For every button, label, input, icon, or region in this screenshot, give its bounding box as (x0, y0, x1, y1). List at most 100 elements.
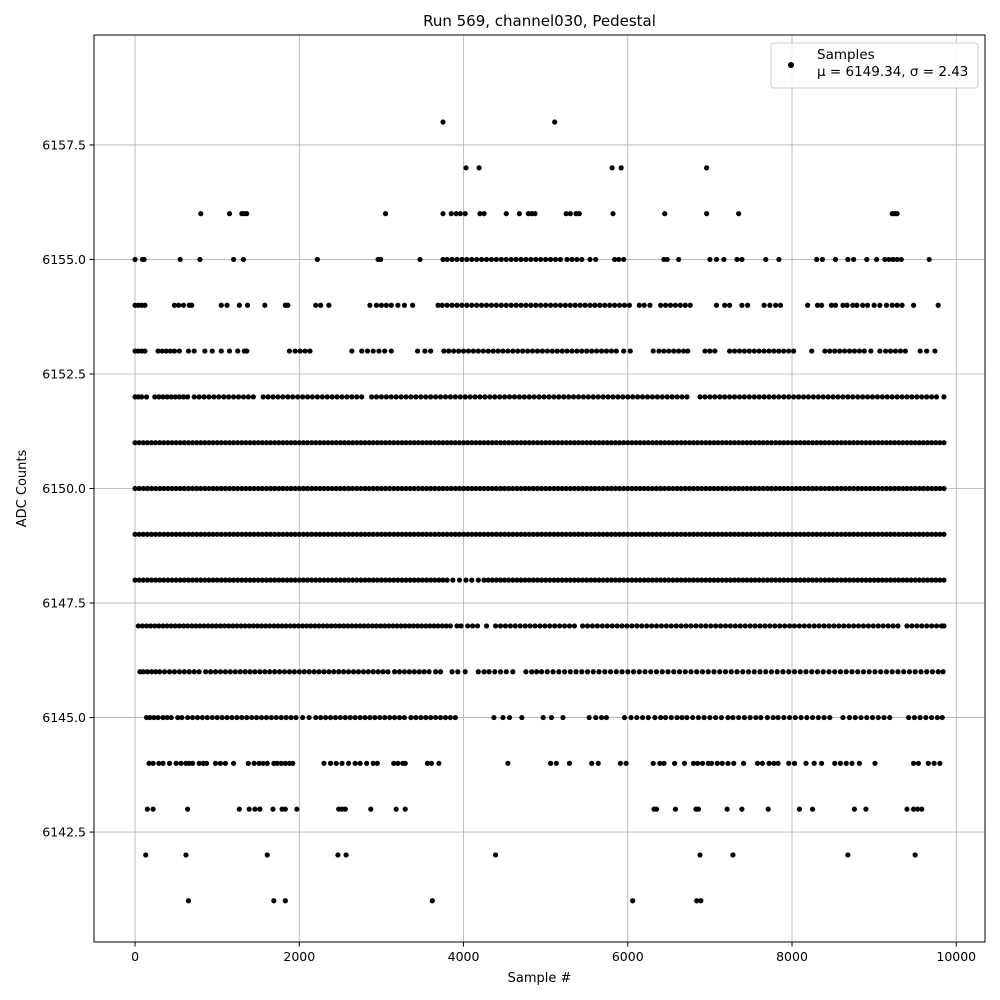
data-point (855, 485, 861, 492)
data-point (937, 531, 943, 537)
data-point (781, 485, 787, 492)
data-point (148, 485, 155, 492)
data-point (814, 256, 820, 263)
data-point (185, 577, 192, 583)
data-point (791, 394, 797, 400)
data-point (530, 531, 536, 537)
data-point (259, 485, 265, 492)
data-point (454, 623, 460, 629)
data-point (674, 394, 680, 400)
data-point (739, 302, 745, 308)
data-point (809, 577, 816, 583)
data-point (745, 669, 752, 675)
data-point (155, 348, 161, 354)
data-point (221, 623, 228, 629)
data-point (500, 714, 506, 721)
data-point (417, 256, 423, 263)
data-point (933, 440, 939, 446)
data-point (935, 669, 941, 675)
data-point (846, 531, 853, 537)
data-point (879, 531, 885, 537)
data-point (370, 531, 376, 537)
data-point (688, 669, 694, 675)
data-point (514, 440, 520, 446)
data-point (670, 531, 676, 537)
data-point (859, 485, 865, 492)
data-point (608, 531, 614, 537)
data-point (672, 302, 679, 308)
data-point (447, 623, 453, 629)
data-point (837, 348, 843, 354)
data-point (791, 348, 797, 354)
data-point (713, 256, 720, 263)
data-point (444, 440, 450, 446)
data-point (513, 302, 519, 308)
data-point (456, 348, 462, 354)
data-point (349, 623, 355, 629)
data-point (820, 669, 826, 675)
data-point (608, 577, 614, 583)
data-point (313, 531, 319, 537)
data-point (235, 440, 241, 446)
data-point (410, 623, 417, 629)
data-point (183, 852, 189, 858)
data-point (849, 669, 855, 675)
data-point (717, 669, 723, 675)
data-point (485, 348, 491, 354)
data-point (378, 394, 385, 400)
data-point (653, 669, 660, 675)
data-point (453, 211, 459, 217)
data-point (263, 623, 269, 629)
data-point (157, 531, 163, 537)
data-point (382, 577, 389, 583)
data-point (327, 760, 334, 766)
data-point (377, 714, 383, 721)
data-point (139, 623, 146, 629)
x-tick-label: 6000 (612, 949, 644, 964)
data-point (329, 577, 335, 583)
data-point (162, 669, 168, 675)
data-point (894, 302, 900, 308)
data-point (856, 348, 862, 354)
data-point (543, 302, 549, 308)
data-point (222, 440, 228, 446)
data-point (908, 577, 914, 583)
data-point (612, 531, 619, 537)
data-point (469, 440, 475, 446)
data-point (251, 440, 257, 446)
data-point (575, 531, 582, 537)
data-point (185, 806, 191, 812)
data-point (222, 669, 228, 675)
data-point (719, 485, 725, 492)
data-point (331, 669, 337, 675)
data-point (740, 577, 746, 583)
data-point (401, 302, 408, 308)
data-point (671, 348, 677, 354)
data-point (929, 577, 935, 583)
data-point (193, 623, 199, 629)
data-point (889, 669, 895, 675)
data-point (222, 760, 228, 766)
data-point (920, 531, 927, 537)
data-point (483, 302, 490, 308)
data-point (317, 577, 323, 583)
data-point (467, 394, 473, 400)
data-point (731, 440, 738, 446)
data-point (587, 302, 593, 308)
y-axis-ticks: 6142.56145.06147.56150.06152.56155.06157… (42, 137, 94, 840)
data-point (378, 485, 385, 492)
data-point (214, 440, 220, 446)
data-point (687, 302, 693, 308)
data-point (152, 623, 158, 629)
data-point (333, 485, 339, 492)
data-point (235, 394, 242, 400)
data-point (245, 394, 251, 400)
data-point (135, 623, 141, 629)
data-point (132, 531, 138, 537)
data-point (185, 898, 192, 904)
data-point (662, 577, 668, 583)
data-point (879, 577, 885, 583)
data-point (366, 440, 372, 446)
data-point (835, 394, 841, 400)
data-point (518, 485, 524, 492)
